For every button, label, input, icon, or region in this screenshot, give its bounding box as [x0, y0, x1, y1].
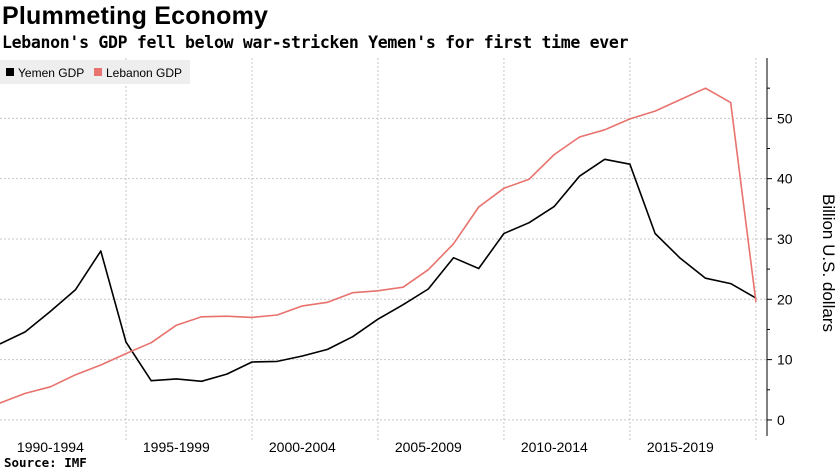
data-point: [301, 305, 303, 307]
data-point: [175, 378, 177, 380]
data-point: [679, 99, 681, 101]
data-point: [125, 352, 127, 355]
data-point: [352, 336, 354, 338]
x-tick-label: 2005-2009: [395, 439, 462, 455]
data-point: [704, 87, 707, 89]
data-point: [402, 286, 404, 288]
data-point: [427, 288, 429, 290]
data-point: [377, 318, 379, 320]
data-point: [200, 316, 203, 318]
data-point: [578, 175, 581, 177]
data-point: [478, 206, 480, 208]
data-point: [326, 301, 329, 303]
data-point: [276, 314, 278, 316]
data-point: [629, 163, 631, 165]
data-point: [604, 158, 606, 160]
data-point: [200, 380, 203, 382]
y-tick-label: 40: [777, 171, 793, 187]
data-point: [503, 187, 505, 189]
y-tick-label: 10: [777, 352, 793, 368]
data-point: [528, 222, 530, 224]
data-point: [503, 232, 505, 235]
data-point: [74, 289, 77, 291]
data-point: [755, 301, 757, 303]
y-tick-label: 20: [777, 291, 793, 307]
data-point: [730, 283, 732, 285]
data-point: [352, 292, 354, 294]
data-point: [251, 361, 253, 363]
data-point: [24, 392, 26, 394]
data-point: [24, 331, 26, 333]
source-note: Source: IMF: [4, 455, 87, 470]
data-point: [427, 269, 429, 271]
data-point: [100, 250, 102, 252]
data-point: [150, 342, 152, 344]
data-point: [175, 324, 177, 326]
data-point: [604, 129, 606, 131]
data-point: [478, 267, 480, 270]
data-point: [679, 257, 681, 259]
chart-title: Plummeting Economy: [2, 2, 269, 30]
data-point: [100, 364, 102, 366]
data-point: [49, 386, 51, 388]
x-tick-label: 2010-2014: [521, 439, 588, 455]
data-point: [74, 374, 77, 376]
data-point: [125, 341, 127, 343]
legend-swatch: [94, 68, 102, 76]
data-point: [578, 136, 581, 138]
data-point: [251, 316, 253, 318]
data-point: [528, 178, 530, 180]
data-point: [0, 402, 1, 404]
data-point: [629, 118, 631, 120]
y-tick-label: 0: [777, 412, 785, 428]
data-point: [452, 243, 455, 245]
data-point: [704, 277, 707, 279]
legend-swatch: [6, 68, 14, 76]
data-point: [377, 290, 379, 292]
data-point: [730, 102, 732, 104]
x-tick-label: 1995-1999: [143, 439, 210, 455]
data-point: [301, 355, 303, 357]
data-point: [226, 373, 228, 375]
data-point: [402, 304, 404, 306]
data-point: [654, 110, 656, 112]
data-point: [326, 348, 329, 350]
x-tick-label: 2015-2019: [647, 439, 714, 455]
data-point: [654, 232, 656, 235]
legend-entry: Lebanon GDP: [106, 66, 182, 80]
legend-entry: Yemen GDP: [18, 66, 84, 80]
data-point: [226, 315, 228, 317]
data-point: [276, 360, 278, 363]
x-tick-label: 1990-1994: [17, 439, 84, 455]
data-point: [553, 153, 555, 156]
data-point: [49, 310, 51, 312]
y-axis-label: Billion U.S. dollars: [819, 194, 838, 332]
data-point: [150, 380, 152, 382]
y-tick-label: 50: [777, 110, 793, 126]
data-point: [553, 205, 555, 207]
chart-subtitle: Lebanon's GDP fell below war-stricken Ye…: [2, 33, 629, 52]
data-point: [0, 343, 1, 345]
y-tick-label: 30: [777, 231, 793, 247]
data-point: [452, 257, 455, 259]
x-tick-label: 2000-2004: [269, 439, 336, 455]
